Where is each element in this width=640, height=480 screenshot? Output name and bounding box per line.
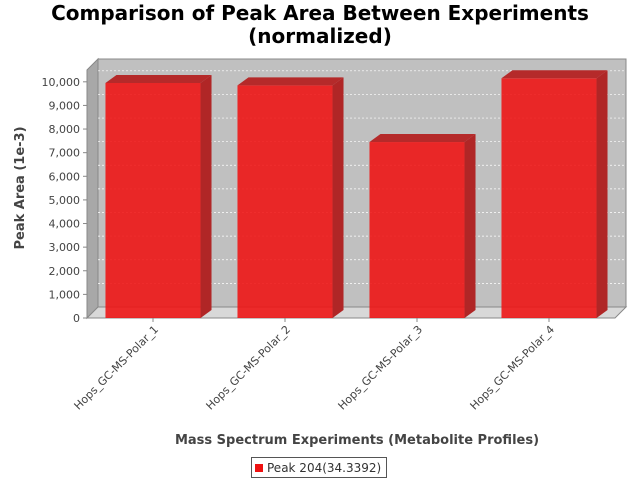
x-axis-label: Mass Spectrum Experiments (Metabolite Pr… bbox=[175, 433, 539, 448]
bar-top bbox=[237, 77, 344, 86]
x-tick-label: Hops_GC-MS-Polar_2 bbox=[204, 323, 294, 413]
bar-top bbox=[501, 70, 608, 79]
bar-top bbox=[369, 134, 476, 143]
y-tick-label: 5,000 bbox=[49, 194, 81, 207]
bar-side bbox=[200, 74, 212, 318]
y-tick-label: 1,000 bbox=[49, 288, 81, 301]
bar-top bbox=[105, 74, 212, 83]
bar-side bbox=[596, 70, 608, 319]
bar bbox=[105, 82, 201, 318]
y-tick-label: 6,000 bbox=[49, 170, 81, 183]
y-axis-label: Peak Area (1e-3) bbox=[13, 126, 28, 249]
bar-side bbox=[464, 134, 476, 318]
legend: Peak 204(34.3392) bbox=[251, 457, 388, 478]
x-tick-label: Hops_GC-MS-Polar_3 bbox=[336, 323, 426, 413]
legend-swatch bbox=[255, 463, 263, 472]
chart-title-line-1: Comparison of Peak Area Between Experime… bbox=[51, 1, 589, 25]
chart-title-line-2: (normalized) bbox=[248, 24, 392, 48]
y-tick-label: 0 bbox=[73, 312, 80, 325]
y-tick-label: 3,000 bbox=[49, 241, 81, 254]
x-tick-label: Hops_GC-MS-Polar_1 bbox=[72, 323, 162, 413]
bar bbox=[369, 142, 465, 318]
y-tick-label: 4,000 bbox=[49, 218, 81, 231]
y-tick-label: 2,000 bbox=[49, 265, 81, 278]
plot-left-wall bbox=[86, 57, 99, 320]
y-tick-label: 10,000 bbox=[42, 76, 81, 89]
bar-side bbox=[332, 77, 344, 318]
y-tick-label: 8,000 bbox=[49, 123, 81, 136]
chart-title: Comparison of Peak Area Between Experime… bbox=[0, 2, 640, 48]
bar bbox=[237, 85, 333, 318]
legend-label: Peak 204(34.3392) bbox=[267, 460, 382, 475]
y-tick-label: 9,000 bbox=[49, 99, 81, 112]
bar bbox=[501, 78, 597, 319]
y-tick-label: 7,000 bbox=[49, 147, 81, 160]
x-tick-label: Hops_GC-MS-Polar_4 bbox=[468, 323, 558, 413]
